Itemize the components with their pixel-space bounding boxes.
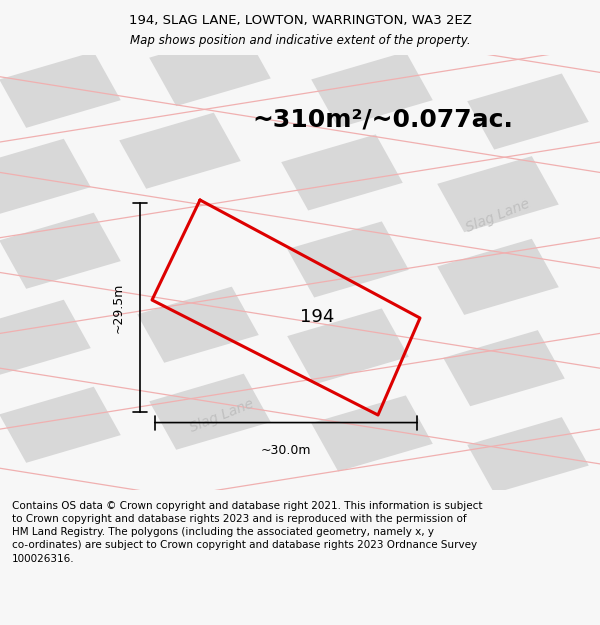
Polygon shape <box>149 30 271 106</box>
Polygon shape <box>311 52 433 128</box>
Polygon shape <box>0 52 121 128</box>
Polygon shape <box>437 156 559 232</box>
Text: ~29.5m: ~29.5m <box>112 282 125 332</box>
Polygon shape <box>281 134 403 211</box>
Polygon shape <box>287 221 409 298</box>
Polygon shape <box>0 387 121 462</box>
Polygon shape <box>467 74 589 149</box>
Polygon shape <box>311 396 433 471</box>
Polygon shape <box>0 139 91 215</box>
Text: 194, SLAG LANE, LOWTON, WARRINGTON, WA3 2EZ: 194, SLAG LANE, LOWTON, WARRINGTON, WA3 … <box>128 14 472 27</box>
Text: Contains OS data © Crown copyright and database right 2021. This information is : Contains OS data © Crown copyright and d… <box>12 501 482 564</box>
Polygon shape <box>149 374 271 450</box>
Polygon shape <box>443 330 565 406</box>
Polygon shape <box>0 300 91 376</box>
Text: Slag Lane: Slag Lane <box>464 197 532 235</box>
Polygon shape <box>287 308 409 384</box>
Text: Slag Lane: Slag Lane <box>188 397 256 435</box>
Polygon shape <box>437 239 559 315</box>
Polygon shape <box>467 417 589 493</box>
Text: ~30.0m: ~30.0m <box>261 444 311 458</box>
Text: Map shows position and indicative extent of the property.: Map shows position and indicative extent… <box>130 34 470 47</box>
Polygon shape <box>137 287 259 362</box>
Polygon shape <box>0 213 121 289</box>
Text: ~310m²/~0.077ac.: ~310m²/~0.077ac. <box>252 107 513 131</box>
Text: 194: 194 <box>301 308 335 326</box>
Polygon shape <box>119 112 241 189</box>
